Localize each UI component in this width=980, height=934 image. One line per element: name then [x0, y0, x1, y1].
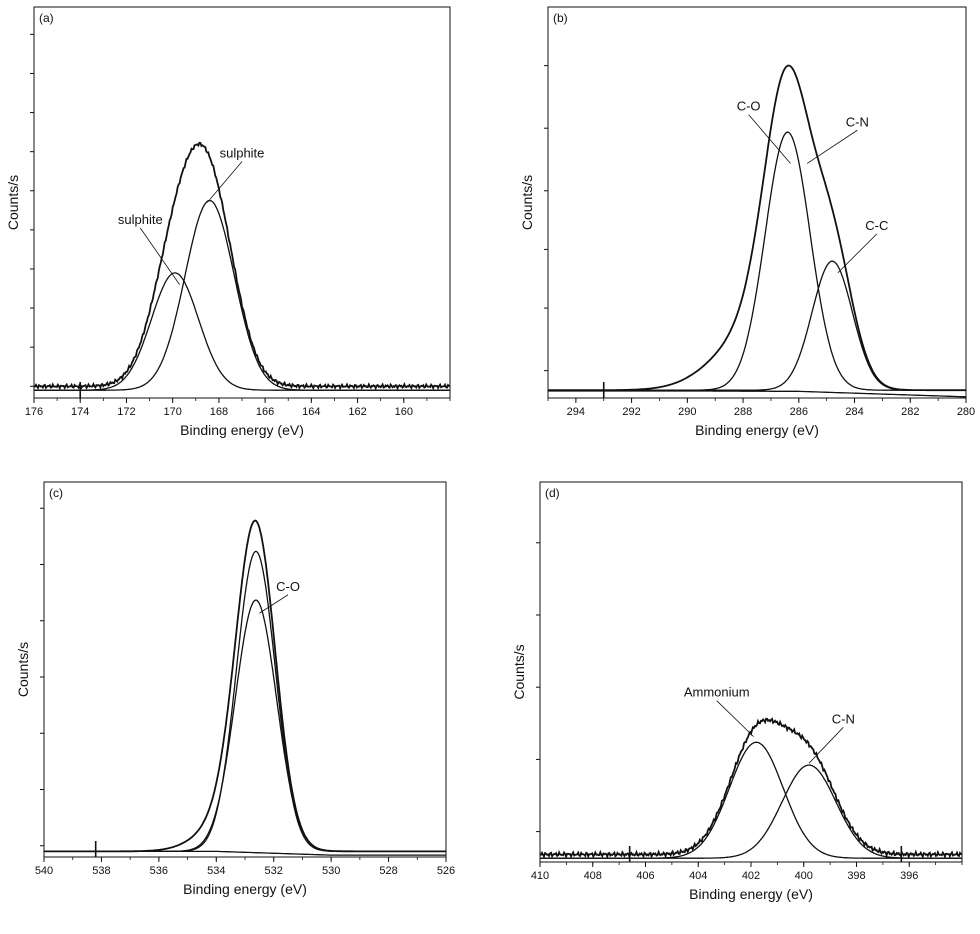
- y-axis-label: Counts/s: [511, 644, 527, 699]
- x-axis-label: Binding energy (eV): [183, 881, 307, 897]
- series-envelope: [548, 64, 966, 392]
- annotation-leader: [259, 594, 289, 614]
- x-tick-label: 176: [25, 406, 43, 418]
- x-tick-label: 290: [678, 406, 696, 418]
- x-tick-label: 538: [92, 865, 110, 877]
- plot-frame: [33, 6, 451, 399]
- peak-annotation-label: sulphite: [220, 146, 265, 161]
- x-tick-label: 404: [689, 870, 707, 882]
- x-tick-label: 398: [847, 870, 865, 882]
- x-tick-label: 294: [567, 406, 585, 418]
- x-tick-label: 286: [790, 406, 808, 418]
- x-tick-label: 532: [265, 865, 283, 877]
- series-component: [540, 764, 962, 859]
- x-tick-label: 160: [395, 406, 413, 418]
- x-axis-label: Binding energy (eV): [695, 422, 819, 438]
- peak-annotation-label: C-C: [865, 218, 888, 233]
- y-axis-label: Counts/s: [5, 175, 21, 230]
- x-axis-label: Binding energy (eV): [180, 422, 304, 438]
- series-component: [540, 741, 962, 859]
- panel-label: (c): [49, 486, 63, 500]
- x-tick-label: 530: [322, 865, 340, 877]
- x-tick-label: 170: [163, 406, 181, 418]
- plot-frame: [43, 481, 447, 858]
- series-envelope: [539, 717, 963, 860]
- peak-annotation-label: Ammonium: [684, 685, 750, 700]
- series-component: [548, 131, 966, 391]
- x-tick-label: 282: [901, 406, 919, 418]
- annotation-leader: [716, 700, 754, 737]
- x-tick-label: 162: [348, 406, 366, 418]
- series-envelope: [44, 519, 446, 853]
- annotation-leader: [748, 114, 791, 164]
- peak-annotation-label: C-N: [832, 711, 855, 726]
- x-tick-label: 174: [71, 406, 89, 418]
- peak-annotation-label: C-N: [846, 114, 869, 129]
- annotation-leader: [808, 727, 844, 764]
- x-tick-label: 164: [302, 406, 320, 418]
- annotation-leader: [837, 233, 878, 274]
- x-tick-label: 396: [900, 870, 918, 882]
- series-component: [44, 599, 446, 853]
- x-tick-label: 406: [636, 870, 654, 882]
- chart-panel-c: (c) 540 538 536 534 532 530 528 526 Binding energ…: [15, 481, 455, 897]
- peak-annotation-label: sulphite: [118, 212, 163, 227]
- y-axis-label: Counts/s: [519, 175, 535, 230]
- series-baseline: [44, 850, 446, 856]
- x-tick-label: 292: [622, 406, 640, 418]
- series-baseline: [548, 390, 966, 398]
- series-component: [44, 550, 446, 853]
- x-tick-label: 172: [117, 406, 135, 418]
- x-tick-label: 410: [531, 870, 549, 882]
- x-tick-label: 526: [437, 865, 455, 877]
- peak-annotation-label: C-O: [276, 579, 300, 594]
- chart-panel-b: (b) 294 292 290 288 286 284 282 280 Binding energ…: [519, 6, 975, 438]
- x-tick-label: 528: [379, 865, 397, 877]
- y-axis-label: Counts/s: [15, 642, 31, 697]
- panel-label: (d): [545, 486, 560, 500]
- x-tick-label: 284: [845, 406, 863, 418]
- peak-annotation-label: C-O: [737, 99, 761, 114]
- plot-frame: [539, 481, 963, 863]
- x-tick-label: 166: [256, 406, 274, 418]
- panel-label: (a): [39, 11, 54, 25]
- x-tick-label: 288: [734, 406, 752, 418]
- panel-label: (b): [553, 11, 568, 25]
- x-tick-label: 400: [795, 870, 813, 882]
- x-tick-label: 280: [957, 406, 975, 418]
- series-component: [34, 199, 450, 391]
- chart-panel-a: (a) 176 174 172 170 168 166 164 162 160 Binding en…: [5, 6, 451, 438]
- chart-panel-d: (d) 410 408 406 404 402 400 398 396 Binding energ…: [511, 481, 963, 902]
- x-axis-label: Binding energy (eV): [689, 886, 813, 902]
- x-tick-label: 168: [210, 406, 228, 418]
- annotation-leader: [139, 227, 180, 285]
- x-tick-label: 536: [150, 865, 168, 877]
- x-tick-label: 402: [742, 870, 760, 882]
- x-tick-label: 540: [35, 865, 53, 877]
- series-component: [34, 272, 450, 391]
- series-envelope: [33, 141, 451, 391]
- series-component: [548, 260, 966, 391]
- x-tick-label: 408: [584, 870, 602, 882]
- annotation-leader: [207, 161, 243, 203]
- annotation-leader: [806, 129, 858, 164]
- x-tick-label: 534: [207, 865, 225, 877]
- plot-frame: [547, 6, 967, 399]
